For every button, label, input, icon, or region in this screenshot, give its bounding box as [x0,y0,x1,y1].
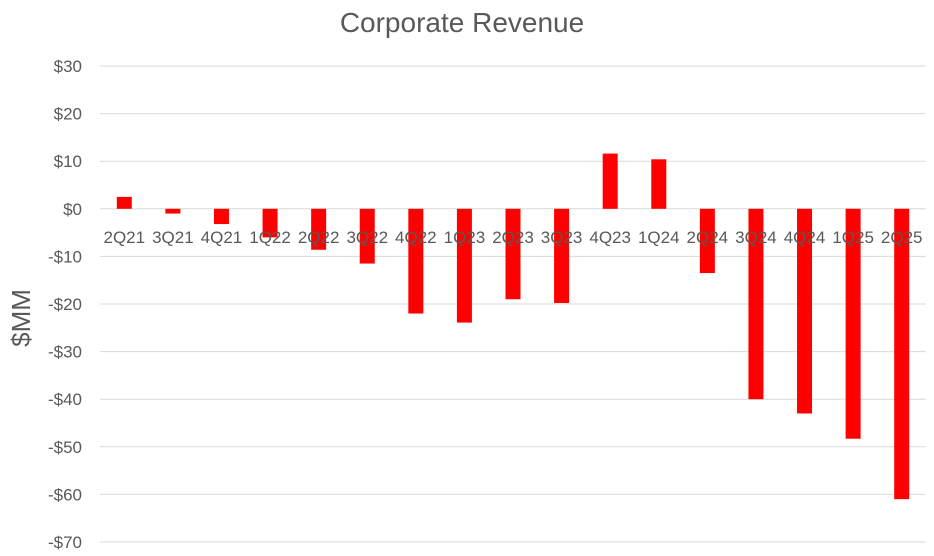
y-axis-label: $MM [6,289,36,347]
y-tick-label: $20 [54,105,82,124]
bar-1q22 [262,208,278,238]
bar-4q24 [797,208,813,414]
y-tick-label: -$40 [48,390,82,409]
y-tick-label: $0 [63,200,82,219]
y-tick-label: -$30 [48,343,82,362]
x-tick-label: 1Q22 [249,228,291,247]
bar-1q25 [845,208,861,439]
x-tick-label: 1Q23 [444,228,486,247]
y-tick-label: -$20 [48,295,82,314]
bar-2q24 [699,208,715,274]
x-tick-label: 4Q23 [589,228,631,247]
y-tick-label: -$50 [48,438,82,457]
x-tick-label: 3Q21 [152,228,194,247]
x-tick-label: 1Q25 [832,228,874,247]
x-tick-label: 4Q21 [201,228,243,247]
x-tick-label: 2Q24 [687,228,729,247]
x-tick-label: 2Q22 [298,228,340,247]
x-axis-ticks: 2Q21 3Q21 4Q21 1Q22 2Q22 3Q22 4Q22 1Q23 2Q23 3Q23… [103,228,922,247]
y-tick-label: $30 [54,57,82,76]
y-tick-label: -$70 [48,533,82,552]
bar-2q21 [116,196,132,209]
x-tick-label: 1Q24 [638,228,680,247]
bar-3q24 [748,208,764,400]
bar-4q22 [408,208,424,314]
bar-3q22 [359,208,375,264]
x-tick-label: 2Q21 [103,228,145,247]
x-tick-label: 3Q23 [541,228,583,247]
bar-4q21 [213,208,229,225]
y-tick-label: $10 [54,152,82,171]
bar-1q24 [651,159,667,209]
x-tick-label: 2Q25 [881,228,923,247]
y-tick-label: -$60 [48,485,82,504]
bar-2q23 [505,208,521,300]
bars [116,153,910,500]
bar-3q21 [165,208,181,214]
x-tick-label: 4Q24 [784,228,826,247]
bar-2q22 [311,208,327,250]
bar-3q23 [554,208,570,304]
y-tick-label: -$10 [48,247,82,266]
bar-2q25 [894,208,910,500]
x-tick-label: 3Q22 [346,228,388,247]
x-tick-label: 3Q24 [735,228,777,247]
bar-4q23 [602,153,618,209]
chart-title: Corporate Revenue [340,7,584,38]
x-tick-label: 4Q22 [395,228,437,247]
x-tick-label: 2Q23 [492,228,534,247]
bar-1q23 [456,208,472,323]
y-axis-ticks: $30 $20 $10 $0 -$10 -$20 -$30 -$40 -$50 -$60 -$70 [48,57,82,552]
